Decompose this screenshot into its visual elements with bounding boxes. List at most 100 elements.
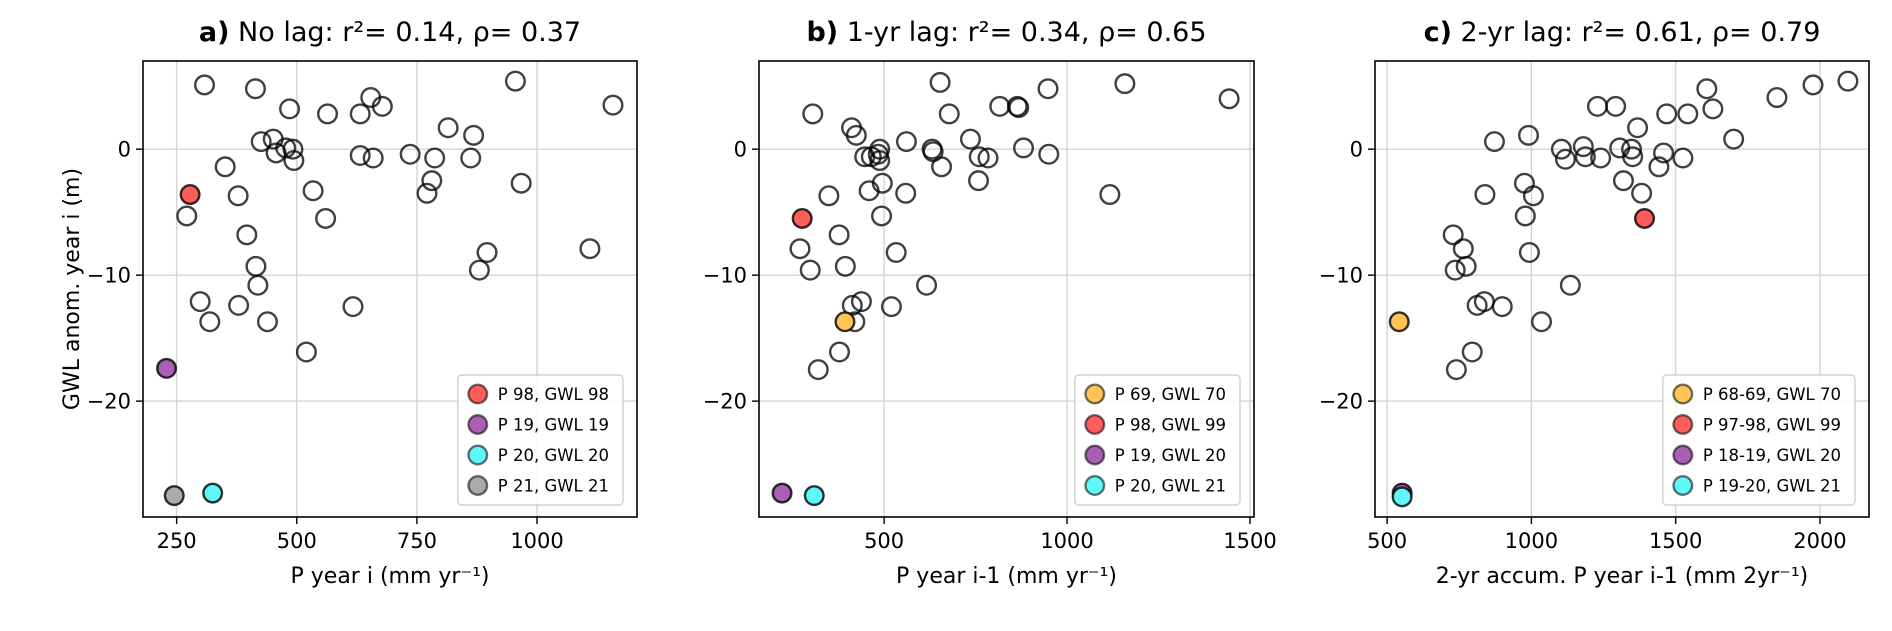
legend-marker	[467, 383, 489, 405]
data-point	[929, 71, 951, 93]
legend-marker	[1672, 444, 1694, 466]
y-tick-label: −20	[1319, 390, 1363, 414]
data-point	[968, 146, 990, 168]
data-point	[421, 170, 443, 192]
data-point	[349, 103, 371, 125]
data-point	[1455, 255, 1477, 277]
data-point	[1612, 170, 1634, 192]
legend-item: P 21, GWL 21	[467, 474, 609, 496]
data-point	[1586, 95, 1608, 117]
data-point	[1648, 156, 1670, 178]
data-point	[1605, 95, 1627, 117]
data-point	[977, 147, 999, 169]
data-point	[1550, 138, 1572, 160]
legend-item: P 19, GWL 20	[1084, 444, 1226, 466]
legend-label: P 98, GWL 98	[498, 385, 609, 404]
data-point	[1518, 241, 1540, 263]
data-point	[1574, 146, 1596, 168]
data-point	[968, 170, 990, 192]
data-point	[1559, 274, 1581, 296]
data-point	[850, 291, 872, 313]
legend-box	[1662, 374, 1856, 506]
highlight-point	[1634, 207, 1656, 229]
data-point	[468, 259, 490, 281]
data-point	[1013, 137, 1035, 159]
y-tick-label: 0	[1350, 138, 1363, 162]
legend-marker	[1672, 414, 1694, 436]
panel-b: 500 1000 1500 0 −10 −20 b) 1-yr lag: r²= 0.34,…	[703, 17, 1277, 589]
highlight-point	[803, 485, 825, 507]
data-point	[504, 70, 526, 92]
data-point	[1114, 73, 1136, 95]
data-point	[460, 147, 482, 169]
highlight-point	[834, 311, 856, 333]
legend-label: P 68-69, GWL 70	[1703, 385, 1841, 404]
data-point	[1474, 184, 1496, 206]
data-point	[1590, 147, 1612, 169]
data-point	[789, 238, 811, 260]
x-tick-label: 1500	[1223, 529, 1276, 553]
data-point	[1696, 78, 1718, 100]
y-tick-label: 0	[734, 138, 747, 162]
panel-label: b)	[806, 17, 838, 48]
data-point	[295, 341, 317, 363]
data-point	[845, 124, 867, 146]
data-point	[282, 138, 304, 160]
data-point	[245, 255, 267, 277]
highlight-point	[202, 482, 224, 504]
data-point	[1622, 146, 1644, 168]
data-point	[1452, 238, 1474, 260]
data-point	[834, 255, 856, 277]
x-tick-label: 500	[277, 529, 317, 553]
data-point	[818, 185, 840, 207]
data-point	[302, 180, 324, 202]
data-point	[317, 103, 339, 125]
x-tick-label: 750	[397, 529, 437, 553]
data-point	[1008, 97, 1030, 119]
data-point	[959, 128, 981, 150]
panel-c: 500 1000 1500 2000 0 −10 −20 c) 2-yr lag: r²= 0…	[1319, 17, 1870, 589]
data-point	[1702, 98, 1724, 120]
data-point	[399, 143, 421, 165]
data-point	[416, 182, 438, 204]
y-tick-label: −10	[703, 264, 747, 288]
panel-title: a) No lag: r²= 0.14, ρ= 0.37	[199, 17, 581, 48]
data-point	[1656, 103, 1678, 125]
data-point	[256, 311, 278, 333]
plot-frame	[142, 60, 638, 518]
data-point	[895, 131, 917, 153]
legend-item: P 69, GWL 70	[1084, 383, 1226, 405]
data-point	[1518, 124, 1540, 146]
y-axis-label: GWL anom. year i (m)	[60, 168, 85, 410]
data-point	[371, 95, 393, 117]
legend-label: P 18-19, GWL 20	[1703, 446, 1841, 465]
legend: P 69, GWL 70 P 98, GWL 99 P 19, GWL 20 P 20…	[1074, 374, 1241, 506]
data-point	[938, 103, 960, 125]
data-point	[244, 78, 266, 100]
panel-title: b) 1-yr lag: r²= 0.34, ρ= 0.65	[806, 17, 1206, 48]
legend-item: P 98, GWL 99	[1084, 414, 1226, 436]
data-point	[463, 124, 485, 146]
y-tick-label: −10	[87, 264, 131, 288]
data-point	[1627, 117, 1649, 139]
panel-title-text: 1-yr lag: r²= 0.34, ρ= 0.65	[838, 17, 1206, 48]
legend: P 98, GWL 98 P 19, GWL 19 P 20, GWL 20 P 21…	[457, 374, 624, 506]
y-tick-label: −20	[87, 390, 131, 414]
highlight-point	[1391, 486, 1413, 508]
panel-title-text: No lag: r²= 0.14, ρ= 0.37	[229, 17, 581, 48]
data-point	[437, 117, 459, 139]
data-point	[858, 180, 880, 202]
legend-label: P 19, GWL 19	[498, 416, 609, 435]
legend-marker	[1672, 474, 1694, 496]
data-point	[342, 296, 364, 318]
legend-marker	[467, 474, 489, 496]
data-point	[199, 311, 221, 333]
data-point	[1572, 136, 1594, 158]
data-point	[1099, 184, 1121, 206]
x-axis-label: 2-yr accum. P year i-1 (mm 2yr⁻¹)	[1436, 564, 1809, 589]
legend-item: P 19, GWL 19	[467, 414, 609, 436]
legend-marker	[467, 414, 489, 436]
data-point	[880, 296, 902, 318]
x-axis-label: P year i (mm yr⁻¹)	[291, 564, 490, 589]
data-point	[989, 95, 1011, 117]
